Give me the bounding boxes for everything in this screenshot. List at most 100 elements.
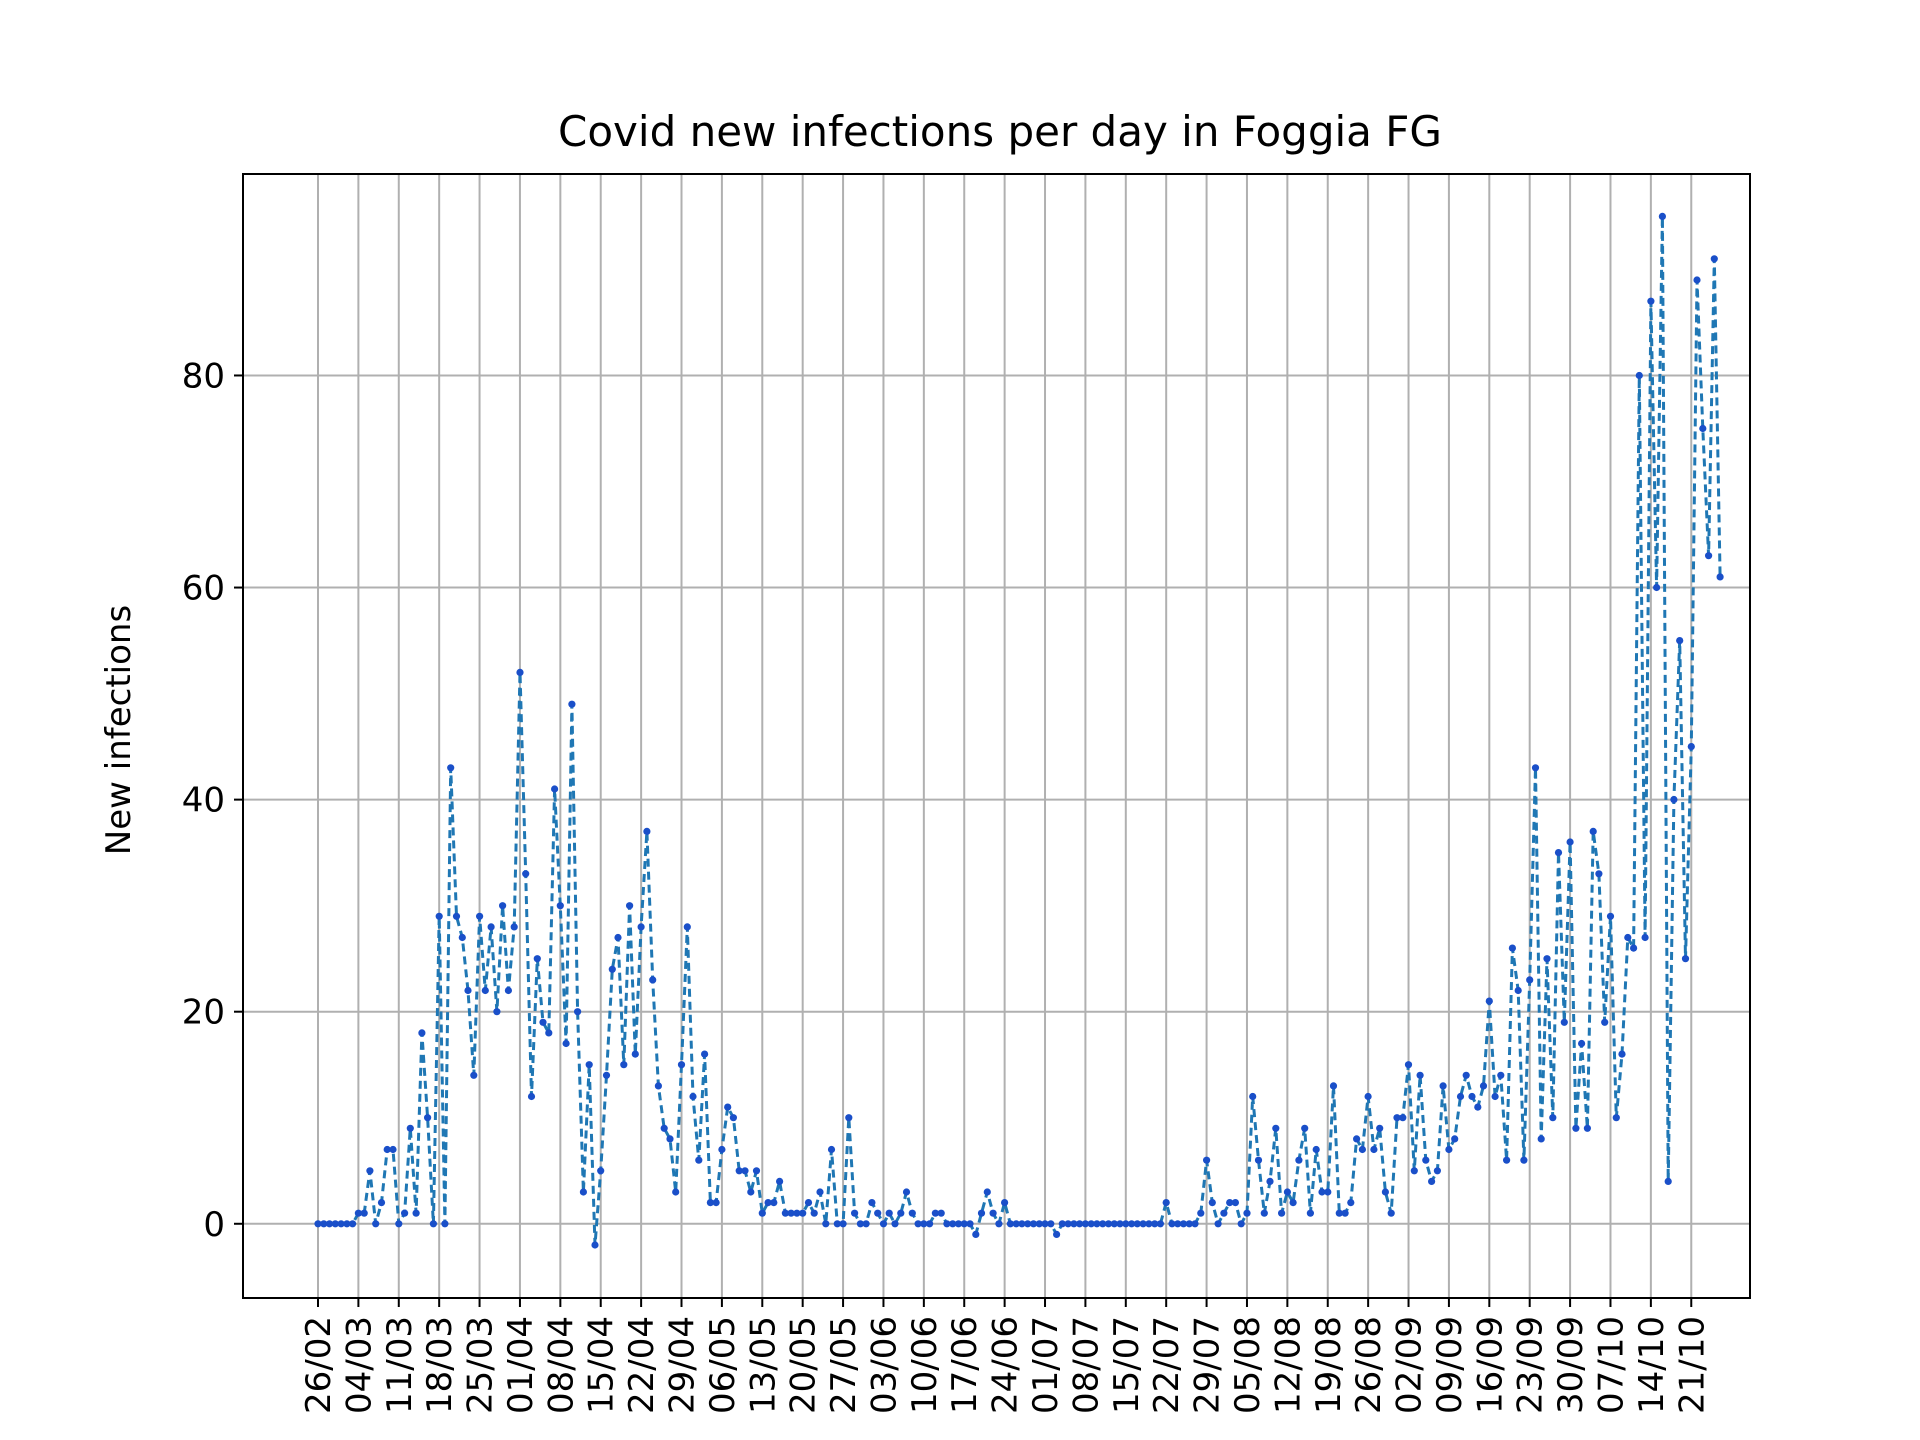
data-point bbox=[1306, 1209, 1314, 1217]
data-point bbox=[1029, 1220, 1038, 1228]
data-point bbox=[1399, 1114, 1407, 1122]
data-point bbox=[908, 1209, 916, 1217]
data-point bbox=[1485, 997, 1493, 1005]
data-point bbox=[464, 986, 472, 995]
data-point bbox=[787, 1209, 795, 1217]
data-point bbox=[706, 1199, 715, 1207]
data-point bbox=[1058, 1220, 1066, 1228]
data-point bbox=[458, 933, 466, 942]
data-point bbox=[1376, 1124, 1384, 1132]
data-point bbox=[966, 1220, 974, 1228]
data-point bbox=[1249, 1092, 1257, 1101]
x-tick-label: 12/08 bbox=[1268, 1316, 1308, 1414]
data-point bbox=[654, 1082, 663, 1090]
y-tick-label: 20 bbox=[182, 993, 225, 1033]
data-point bbox=[1254, 1156, 1263, 1164]
x-tick-label: 05/08 bbox=[1228, 1316, 1268, 1414]
x-tick-label: 04/03 bbox=[339, 1316, 379, 1414]
data-point bbox=[1133, 1220, 1141, 1228]
data-point bbox=[977, 1209, 986, 1217]
data-point bbox=[1197, 1209, 1205, 1217]
data-point bbox=[579, 1188, 588, 1196]
data-point bbox=[1497, 1071, 1505, 1079]
data-point bbox=[1491, 1092, 1499, 1101]
data-point bbox=[1681, 955, 1690, 963]
data-point bbox=[1451, 1135, 1459, 1143]
data-point bbox=[1231, 1199, 1239, 1207]
y-axis-label: New infections bbox=[99, 605, 139, 855]
data-point bbox=[1162, 1199, 1170, 1207]
data-point bbox=[383, 1145, 391, 1154]
x-tick-label: 15/07 bbox=[1107, 1316, 1147, 1414]
data-point bbox=[724, 1103, 732, 1111]
data-point bbox=[741, 1167, 749, 1175]
y-tick-label: 80 bbox=[182, 356, 225, 396]
data-point bbox=[1508, 944, 1516, 952]
data-point bbox=[343, 1220, 351, 1228]
data-point bbox=[810, 1209, 818, 1217]
grid-lines bbox=[243, 174, 1750, 1298]
x-tick-label: 01/07 bbox=[1026, 1316, 1066, 1414]
data-point bbox=[1670, 796, 1678, 804]
data-point bbox=[1693, 276, 1701, 284]
data-point bbox=[551, 785, 559, 793]
data-point bbox=[372, 1220, 380, 1228]
data-point bbox=[574, 1008, 582, 1016]
x-tick-label: 02/09 bbox=[1390, 1316, 1430, 1414]
data-point bbox=[1070, 1220, 1078, 1228]
data-point bbox=[891, 1220, 899, 1228]
plot-frame bbox=[242, 173, 1751, 1299]
data-point bbox=[1341, 1209, 1349, 1217]
data-point bbox=[1589, 827, 1597, 836]
data-point bbox=[1705, 552, 1713, 560]
x-tick-label: 23/09 bbox=[1511, 1316, 1551, 1414]
data-point bbox=[1503, 1156, 1511, 1164]
data-point bbox=[527, 1092, 536, 1101]
x-tick-label: 30/09 bbox=[1551, 1316, 1591, 1414]
data-point bbox=[1324, 1188, 1332, 1196]
data-point bbox=[1364, 1092, 1372, 1101]
data-point bbox=[1531, 764, 1540, 772]
data-point bbox=[1122, 1220, 1130, 1228]
data-point bbox=[1676, 637, 1684, 645]
data-point bbox=[1203, 1156, 1211, 1164]
data-point bbox=[1289, 1199, 1297, 1207]
y-tick-label: 40 bbox=[182, 781, 225, 821]
data-point bbox=[1462, 1071, 1470, 1079]
x-tick-label: 18/03 bbox=[420, 1316, 460, 1414]
x-tick-label: 27/05 bbox=[824, 1316, 864, 1414]
data-point bbox=[1266, 1177, 1274, 1185]
data-point bbox=[597, 1167, 605, 1175]
data-point bbox=[1047, 1220, 1055, 1228]
data-point bbox=[406, 1124, 414, 1132]
data-point bbox=[1635, 371, 1643, 380]
data-point bbox=[643, 827, 651, 836]
data-point bbox=[764, 1199, 772, 1207]
data-point bbox=[1168, 1220, 1176, 1228]
x-tick-label: 07/10 bbox=[1591, 1316, 1631, 1414]
data-point bbox=[1174, 1220, 1182, 1228]
data-point bbox=[1537, 1135, 1545, 1143]
data-point bbox=[660, 1124, 668, 1132]
x-tick-label: 08/04 bbox=[541, 1316, 581, 1414]
data-point bbox=[1064, 1220, 1072, 1228]
data-point bbox=[747, 1188, 755, 1196]
data-point bbox=[545, 1029, 553, 1037]
data-point bbox=[602, 1071, 611, 1079]
data-point bbox=[649, 976, 657, 984]
x-tick-label: 19/08 bbox=[1309, 1316, 1349, 1414]
data-point bbox=[1076, 1220, 1084, 1228]
data-point bbox=[758, 1209, 766, 1217]
data-point bbox=[1093, 1220, 1101, 1228]
data-point bbox=[1710, 255, 1718, 263]
data-point bbox=[1353, 1135, 1361, 1143]
data-point bbox=[493, 1008, 501, 1016]
data-point bbox=[1520, 1156, 1528, 1164]
data-point bbox=[591, 1241, 599, 1249]
data-point bbox=[435, 912, 443, 920]
data-point bbox=[1526, 976, 1534, 984]
data-point bbox=[1099, 1220, 1107, 1228]
data-point bbox=[1295, 1156, 1303, 1164]
data-point bbox=[1041, 1220, 1049, 1228]
x-tick-label: 10/06 bbox=[905, 1316, 945, 1414]
